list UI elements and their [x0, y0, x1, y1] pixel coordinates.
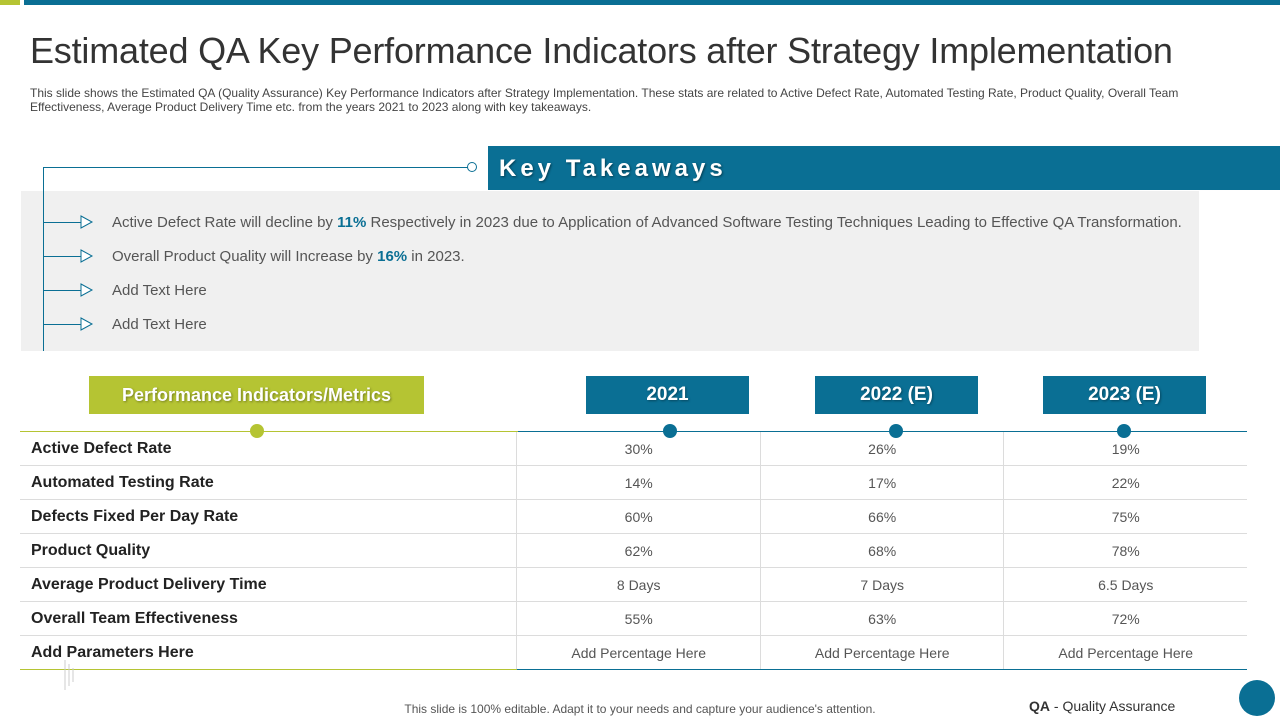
corner-decoration — [1239, 680, 1275, 716]
year-2022-header: 2022 (E) — [815, 376, 978, 414]
year-2021-header: 2021 — [586, 376, 749, 414]
table-row: Overall Team Effectiveness 55% 63% 72% — [20, 601, 1247, 636]
triangle-arrow-icon — [80, 283, 94, 297]
key-takeaways-title: Key Takeaways — [499, 155, 727, 182]
metric-value-cell: 19% — [1003, 432, 1247, 466]
metric-value-cell: 60% — [516, 499, 761, 534]
metrics-divider-line — [20, 431, 518, 432]
metrics-column-header: Performance Indicators/Metrics — [89, 376, 424, 414]
footer-abbr: QA — [1029, 698, 1050, 714]
years-divider-line — [518, 431, 1247, 432]
decorative-ticks — [64, 660, 74, 690]
metric-value-cell: 68% — [760, 533, 1005, 568]
kpi-table: Active Defect Rate 30% 26% 19% Automated Tes… — [20, 432, 1247, 670]
takeaway-connector — [43, 222, 81, 223]
table-row: Automated Testing Rate 14% 17% 22% — [20, 465, 1247, 500]
metric-value-cell: 55% — [516, 601, 761, 636]
table-row: Average Product Delivery Time 8 Days 7 Day… — [20, 567, 1247, 602]
footer-note: This slide is 100% editable. Adapt it to… — [404, 702, 876, 716]
takeaway-connector — [43, 256, 81, 257]
metric-value-cell: 14% — [516, 465, 761, 500]
metric-value-cell: 78% — [1003, 533, 1247, 568]
footer-abbreviation: QA - Quality Assurance — [1029, 698, 1175, 714]
metric-value-cell: 7 Days — [760, 567, 1005, 602]
key-takeaways-header: Key Takeaways — [488, 146, 1280, 190]
takeaway-text: Add Text Here — [112, 282, 207, 299]
takeaway-item: Active Defect Rate will decline by 11% R… — [43, 212, 1193, 232]
table-row: Product Quality 62% 68% 78% — [20, 533, 1247, 568]
metric-name-cell: Product Quality — [20, 533, 518, 568]
connector-horizontal-line — [43, 167, 468, 168]
table-row: Add Parameters Here Add Percentage Here Ad… — [20, 635, 1247, 670]
metric-value-cell: 26% — [760, 432, 1005, 466]
footer-abbr-definition: - Quality Assurance — [1050, 698, 1176, 714]
table-row: Active Defect Rate 30% 26% 19% — [20, 432, 1247, 466]
metric-name-cell: Overall Team Effectiveness — [20, 601, 518, 636]
metric-value-cell: 22% — [1003, 465, 1247, 500]
metric-name-cell: Automated Testing Rate — [20, 465, 518, 500]
metric-value-cell: 30% — [516, 432, 761, 466]
takeaway-text: Active Defect Rate will decline by 11% R… — [112, 214, 1182, 231]
triangle-arrow-icon — [80, 249, 94, 263]
metric-value-cell: 63% — [760, 601, 1005, 636]
top-accent-bar — [0, 0, 20, 5]
year-2023-header: 2023 (E) — [1043, 376, 1206, 414]
takeaway-item: Overall Product Quality will Increase by… — [43, 246, 1193, 266]
metric-value-cell: Add Percentage Here — [1003, 635, 1247, 670]
page-title: Estimated QA Key Performance Indicators … — [30, 30, 1173, 71]
metric-name-cell: Average Product Delivery Time — [20, 567, 518, 602]
table-row: Defects Fixed Per Day Rate 60% 66% 75% — [20, 499, 1247, 534]
page-subtitle: This slide shows the Estimated QA (Quali… — [30, 86, 1179, 114]
takeaways-panel — [21, 191, 1199, 351]
triangle-arrow-icon — [80, 317, 94, 331]
triangle-arrow-icon — [80, 215, 94, 229]
takeaway-text: Add Text Here — [112, 316, 207, 333]
metric-value-cell: 75% — [1003, 499, 1247, 534]
metric-value-cell: 17% — [760, 465, 1005, 500]
takeaway-item: Add Text Here — [43, 280, 1193, 300]
connector-circle-icon — [467, 162, 477, 172]
takeaway-connector — [43, 290, 81, 291]
metric-name-cell: Active Defect Rate — [20, 432, 518, 466]
metric-value-cell: 66% — [760, 499, 1005, 534]
metric-value-cell: 8 Days — [516, 567, 761, 602]
metric-value-cell: Add Percentage Here — [760, 635, 1005, 670]
connector-vertical-line — [43, 167, 44, 351]
metric-value-cell: Add Percentage Here — [516, 635, 761, 670]
takeaway-text: Overall Product Quality will Increase by… — [112, 248, 465, 265]
metric-value-cell: 62% — [516, 533, 761, 568]
metric-value-cell: 72% — [1003, 601, 1247, 636]
takeaway-item: Add Text Here — [43, 314, 1193, 334]
top-bar — [24, 0, 1280, 5]
metric-value-cell: 6.5 Days — [1003, 567, 1247, 602]
metric-name-cell: Defects Fixed Per Day Rate — [20, 499, 518, 534]
takeaway-connector — [43, 324, 81, 325]
metric-name-cell: Add Parameters Here — [20, 635, 518, 670]
